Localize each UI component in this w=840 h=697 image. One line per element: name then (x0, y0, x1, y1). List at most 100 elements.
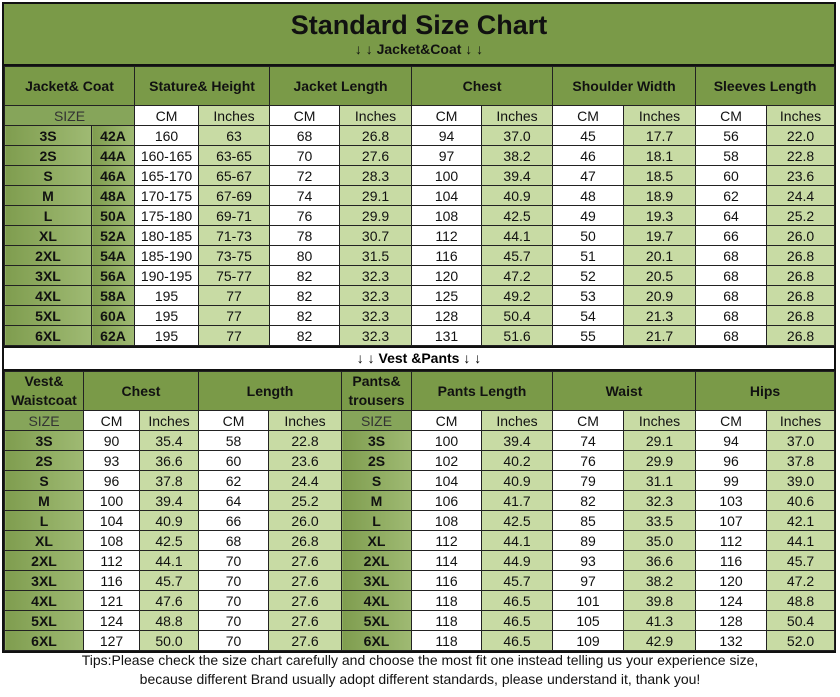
cm-cell: 180-185 (134, 225, 200, 246)
cm-cell: 82 (269, 265, 341, 286)
inches-cell: 21.3 (623, 305, 697, 326)
tips-line-2: because different Brand usually adopt di… (139, 671, 701, 687)
table-row: XL 52A 180-185 71-73 78 30.7 112 44.1 50 19.7 66 26… (4, 225, 836, 246)
inches-cell: 77 (198, 325, 271, 346)
table-row: 4XL 121 47.6 70 27.6 4XL 118 46.5 101 39.8 124 48.8 (4, 590, 836, 611)
pants-size-cell: L (341, 510, 412, 531)
inches-cell: 27.6 (339, 145, 413, 166)
cm-cell: 107 (695, 510, 768, 531)
inches-cell: 35.0 (623, 530, 697, 551)
column-header: Stature& Height (134, 66, 271, 106)
inches-cell: 44.1 (139, 550, 199, 571)
pants-size-cell: 3S (341, 430, 412, 451)
unit-cm: CM (411, 105, 483, 126)
table-row: L 50A 175-180 69-71 76 29.9 108 42.5 49 19.3 64 25.… (4, 205, 836, 226)
unit-inches: Inches (623, 410, 697, 431)
inches-cell: 19.7 (623, 225, 697, 246)
cm-cell: 112 (411, 530, 482, 551)
inches-cell: 27.6 (268, 590, 342, 611)
pants-size-cell: M (341, 490, 412, 511)
table-row: 5XL 124 48.8 70 27.6 5XL 118 46.5 105 41.3 128 50.4 (4, 610, 836, 631)
table-row: 2XL 112 44.1 70 27.6 2XL 114 44.9 93 36.6 116 45.7 (4, 550, 836, 571)
cm-cell: 82 (269, 285, 341, 306)
cm-cell: 125 (411, 285, 483, 306)
inches-cell: 37.0 (481, 125, 554, 146)
vest-size-cell: 4XL (4, 590, 84, 611)
cm-cell: 74 (269, 185, 341, 206)
cm-cell: 109 (552, 630, 625, 651)
inches-cell: 63 (198, 125, 271, 146)
inches-cell: 22.8 (268, 430, 342, 451)
cm-cell: 100 (411, 430, 482, 451)
column-header: Shoulder Width (552, 66, 697, 106)
column-header: Jacket& Coat (3, 66, 136, 106)
inches-cell: 42.9 (623, 630, 697, 651)
vest-section-label: ↓ ↓ Vest &Pants ↓ ↓ (4, 346, 834, 371)
inches-cell: 77 (198, 305, 271, 326)
cm-cell: 170-175 (134, 185, 200, 206)
cm-cell: 76 (552, 450, 625, 471)
size-cell: L (4, 205, 92, 226)
cm-cell: 100 (411, 165, 483, 186)
size-cell: 2XL (4, 245, 92, 266)
cm-cell: 48 (552, 185, 625, 206)
vest-size-cell: XL (4, 530, 84, 551)
inches-cell: 26.0 (268, 510, 342, 531)
cm-cell: 89 (552, 530, 625, 551)
inches-cell: 32.3 (339, 265, 413, 286)
table-row: M 100 39.4 64 25.2 M 106 41.7 82 32.3 103 40.6 (4, 490, 836, 511)
cm-cell: 78 (269, 225, 341, 246)
inches-cell: 27.6 (268, 610, 342, 631)
inches-cell: 48.8 (766, 590, 836, 611)
inches-cell: 48.8 (139, 610, 199, 631)
size-cell: 5XL (4, 305, 92, 326)
cm-cell: 112 (83, 550, 140, 571)
inches-cell: 44.1 (481, 225, 554, 246)
cm-cell: 66 (695, 225, 768, 246)
cm-cell: 50 (552, 225, 625, 246)
size-label: SIZE (4, 410, 84, 431)
inches-cell: 67-69 (198, 185, 271, 206)
inches-cell: 26.8 (339, 125, 413, 146)
inches-cell: 39.0 (766, 470, 836, 491)
inches-cell: 20.1 (623, 245, 697, 266)
inches-cell: 50.4 (766, 610, 836, 631)
cm-cell: 66 (198, 510, 269, 531)
size-cell: 6XL (4, 325, 92, 346)
inches-cell: 22.8 (766, 145, 836, 166)
cm-cell: 116 (411, 570, 482, 591)
inches-cell: 45.7 (480, 570, 554, 591)
inches-cell: 50.0 (139, 630, 199, 651)
inches-cell: 38.2 (623, 570, 697, 591)
cm-cell: 64 (198, 490, 269, 511)
table-row: 3XL 116 45.7 70 27.6 3XL 116 45.7 97 38.2 120 47.2 (4, 570, 836, 591)
cm-cell: 97 (411, 145, 483, 166)
table-row: 4XL 58A 195 77 82 32.3 125 49.2 53 20.9 68 26.8 (4, 285, 836, 306)
inches-cell: 32.3 (339, 325, 413, 346)
cm-cell: 58 (695, 145, 768, 166)
table-row: 6XL 62A 195 77 82 32.3 131 51.6 55 21.7 68 26.8 (4, 325, 836, 346)
cm-cell: 68 (695, 305, 768, 326)
cm-cell: 160-165 (134, 145, 200, 166)
cm-cell: 121 (83, 590, 140, 611)
cm-cell: 132 (695, 630, 768, 651)
vest-size-cell: 3XL (4, 570, 84, 591)
cm-cell: 45 (552, 125, 625, 146)
cm-cell: 68 (695, 285, 768, 306)
unit-inches: Inches (623, 105, 697, 126)
cm-cell: 128 (411, 305, 483, 326)
inches-cell: 29.1 (623, 430, 697, 451)
size-code-cell: 60A (90, 305, 136, 326)
cm-cell: 55 (552, 325, 625, 346)
cm-cell: 124 (83, 610, 140, 631)
cm-cell: 160 (134, 125, 200, 146)
inches-cell: 37.0 (766, 430, 836, 451)
inches-cell: 39.4 (139, 490, 199, 511)
size-code-cell: 42A (90, 125, 136, 146)
inches-cell: 33.5 (623, 510, 697, 531)
table-row: 5XL 60A 195 77 82 32.3 128 50.4 54 21.3 68 26.8 (4, 305, 836, 326)
inches-cell: 47.2 (481, 265, 554, 286)
cm-cell: 60 (695, 165, 768, 186)
cm-cell: 94 (695, 430, 768, 451)
cm-cell: 112 (411, 225, 483, 246)
